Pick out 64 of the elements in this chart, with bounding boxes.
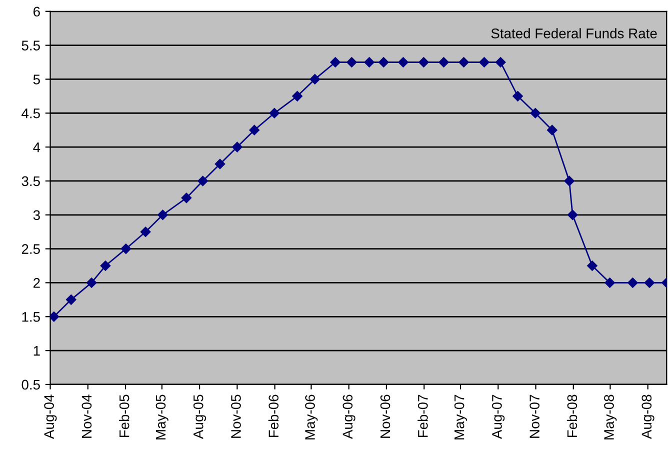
point	[418, 57, 429, 68]
point	[378, 57, 389, 68]
point	[479, 57, 490, 68]
x-tick-label: Aug-06	[342, 394, 356, 439]
x-tick-label: Nov-07	[530, 394, 540, 438]
point	[310, 74, 320, 84]
point	[50, 312, 60, 322]
x-tick-label: Feb-05	[119, 394, 130, 438]
y-tick-label: 3.5	[22, 176, 40, 186]
x-tick-label: Aug-08	[642, 394, 654, 439]
y-tick-label: 1	[34, 346, 40, 356]
point	[158, 210, 168, 220]
point	[564, 176, 574, 186]
point	[181, 192, 192, 204]
point	[100, 260, 111, 271]
x-tick-label: Feb-08	[566, 394, 578, 438]
text: Stated Federal Funds Rate	[491, 28, 657, 38]
y-tick-label: 6	[34, 6, 40, 17]
y-tick-label: 1.5	[22, 312, 40, 322]
point	[567, 210, 578, 220]
point	[628, 278, 638, 288]
point	[438, 57, 449, 68]
point	[644, 278, 655, 288]
point	[512, 91, 523, 102]
y-tick-label: 4	[33, 142, 40, 152]
point	[292, 91, 302, 102]
point	[530, 108, 540, 118]
point	[330, 57, 340, 68]
y-tick-label: 0.5	[22, 380, 40, 390]
x-tick-label: Feb-07	[418, 394, 428, 438]
y-tick-label: 3	[33, 210, 40, 220]
point	[587, 260, 598, 271]
point	[249, 124, 260, 136]
point	[547, 124, 558, 136]
point	[604, 278, 615, 288]
y-tick-label: 4.5	[22, 108, 40, 118]
point	[346, 57, 357, 68]
x-tick-label: Nov-06	[380, 394, 390, 438]
point	[232, 142, 242, 152]
point	[398, 57, 408, 68]
point	[458, 57, 469, 68]
point	[364, 57, 374, 68]
x-tick-label: May-07	[454, 394, 467, 440]
point	[214, 158, 226, 170]
point	[269, 108, 280, 118]
point	[86, 278, 97, 288]
x-tick-label: May-06	[305, 394, 318, 440]
y-tick-label: 5.5	[22, 40, 40, 50]
y-tick-label: 2.5	[22, 244, 40, 254]
x-tick-label: Nov-05	[231, 394, 241, 438]
point	[66, 294, 76, 305]
x-tick-label: Aug-05	[193, 394, 206, 439]
point	[120, 244, 132, 254]
x-tick-label: Aug-04	[44, 394, 57, 439]
x-tick-label: Aug-07	[492, 394, 505, 439]
y-tick-label: 5	[33, 74, 40, 84]
x-tick-label: May-08	[604, 394, 617, 440]
x-tick-label: Nov-04	[82, 394, 92, 438]
y-tick-label: 2	[34, 278, 40, 288]
x-tick-label: Feb-06	[268, 394, 279, 438]
point	[495, 57, 506, 68]
x-tick-label: May-05	[156, 394, 168, 440]
point	[140, 226, 151, 237]
point	[198, 176, 208, 186]
